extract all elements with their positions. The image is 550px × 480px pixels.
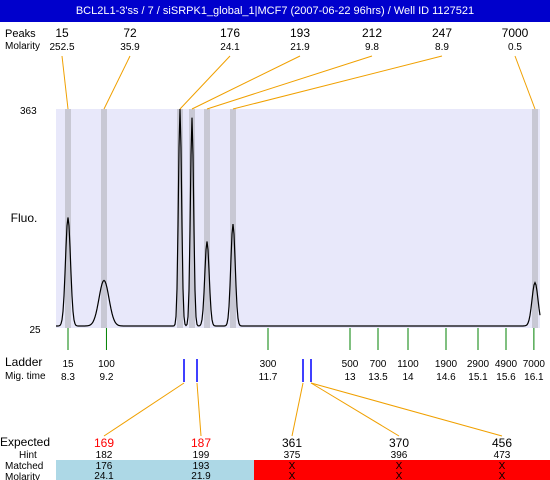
peak-band [189,109,195,328]
peak-connector [514,55,536,110]
peaks-row-label: Peaks [5,28,36,40]
ladder-mig-time-label: 16.1 [524,372,544,383]
hint-value: 199 [193,450,210,461]
peak-size-label: 72 [123,26,137,40]
expected-value: 187 [191,436,211,450]
peak-molarity-label: 21.9 [290,42,310,53]
peak-connector [61,55,69,110]
matched-value: 193 [193,461,210,472]
peak-size-label: 247 [432,26,452,40]
y-axis-label: Fluo. [11,211,38,225]
peak-band [204,109,210,328]
ladder-mig-time-label: 14 [402,372,414,383]
ladder-size-label: 500 [342,359,359,370]
ladder-size-label: 1900 [435,359,458,370]
ladder-size-label: 300 [260,359,277,370]
y-tick-label-bottom: 25 [29,325,41,336]
peak-molarity-label: 35.9 [120,42,140,53]
matched-molarity-value: 24.1 [94,471,114,480]
ladder-mig-time-label: 8.3 [61,372,75,383]
ladder-mig-time-label: 15.6 [496,372,516,383]
expected-connector [310,382,400,437]
title-bar: BCL2L1-3'ss / 7 / siSRPK1_global_1|MCF7 … [0,0,550,22]
matched-molarity-value: X [289,471,296,480]
hint-row-label: Hint [19,450,37,461]
ladder-size-label: 15 [62,359,74,370]
ladder-size-label: 4900 [495,359,518,370]
peak-molarity-label: 252.5 [49,42,74,53]
ladder-size-label: 1100 [397,359,419,370]
mig-time-label: Mig. time [5,371,46,382]
expected-connector [291,382,304,437]
expected-connector [196,382,202,437]
matched-row-label: Matched [5,461,43,472]
peak-connector [103,55,131,110]
electropherogram-figure: 36325Fluo.PeaksMolarity15252.57235.91762… [0,26,550,480]
peak-connector [232,55,443,110]
peak-size-label: 193 [290,26,310,40]
ladder-mig-time-label: 13 [344,372,356,383]
ladder-mig-time-label: 11.7 [259,372,278,383]
molarity-row-label: Molarity [5,41,40,52]
peak-molarity-label: 0.5 [508,42,522,53]
peak-connector [179,55,231,110]
hint-value: 473 [494,450,511,461]
ladder-mig-time-label: 15.1 [468,372,488,383]
expected-value: 370 [389,436,409,450]
ladder-mig-time-label: 13.5 [368,372,388,383]
expected-connector [103,382,185,437]
ladder-size-label: 700 [370,359,387,370]
matched-molarity-value: X [396,471,403,480]
y-tick-label-top: 363 [20,106,37,117]
hint-value: 396 [391,450,408,461]
expected-connector [310,382,503,437]
peak-band [177,109,183,328]
plot-area [56,109,540,328]
peak-size-label: 15 [55,26,69,40]
peak-size-label: 7000 [502,26,529,40]
ladder-size-label: 7000 [523,359,546,370]
expected-value: 169 [94,436,114,450]
ladder-size-label: 2900 [467,359,490,370]
peak-connector [206,55,373,110]
peak-connector [191,55,301,110]
signal-trace [56,108,541,327]
matched-value: X [499,461,506,472]
ladder-size-label: 100 [98,359,115,370]
ladder-label: Ladder [5,355,42,369]
expected-row-label: Expected [0,435,50,449]
expected-value: 361 [282,436,302,450]
hint-value: 375 [284,450,301,461]
peak-size-label: 212 [362,26,382,40]
ladder-mig-time-label: 14.6 [436,372,456,383]
peak-molarity-label: 8.9 [435,42,449,53]
matched-molarity-value: X [499,471,506,480]
matched-value: 176 [96,461,113,472]
matched-value: X [396,461,403,472]
missing-background [254,460,550,480]
ladder-mig-time-label: 9.2 [99,372,113,383]
peak-band [230,109,236,328]
hint-value: 182 [96,450,113,461]
matched-molarity-value: 21.9 [191,471,211,480]
peak-size-label: 176 [220,26,240,40]
matched-background [56,460,254,480]
matched-value: X [289,461,296,472]
expected-value: 456 [492,436,512,450]
peak-band [532,109,538,328]
molarity-bottom-label: Molarity [5,472,40,480]
peak-band [101,109,107,328]
peak-molarity-label: 24.1 [220,42,240,53]
peak-molarity-label: 9.8 [365,42,379,53]
